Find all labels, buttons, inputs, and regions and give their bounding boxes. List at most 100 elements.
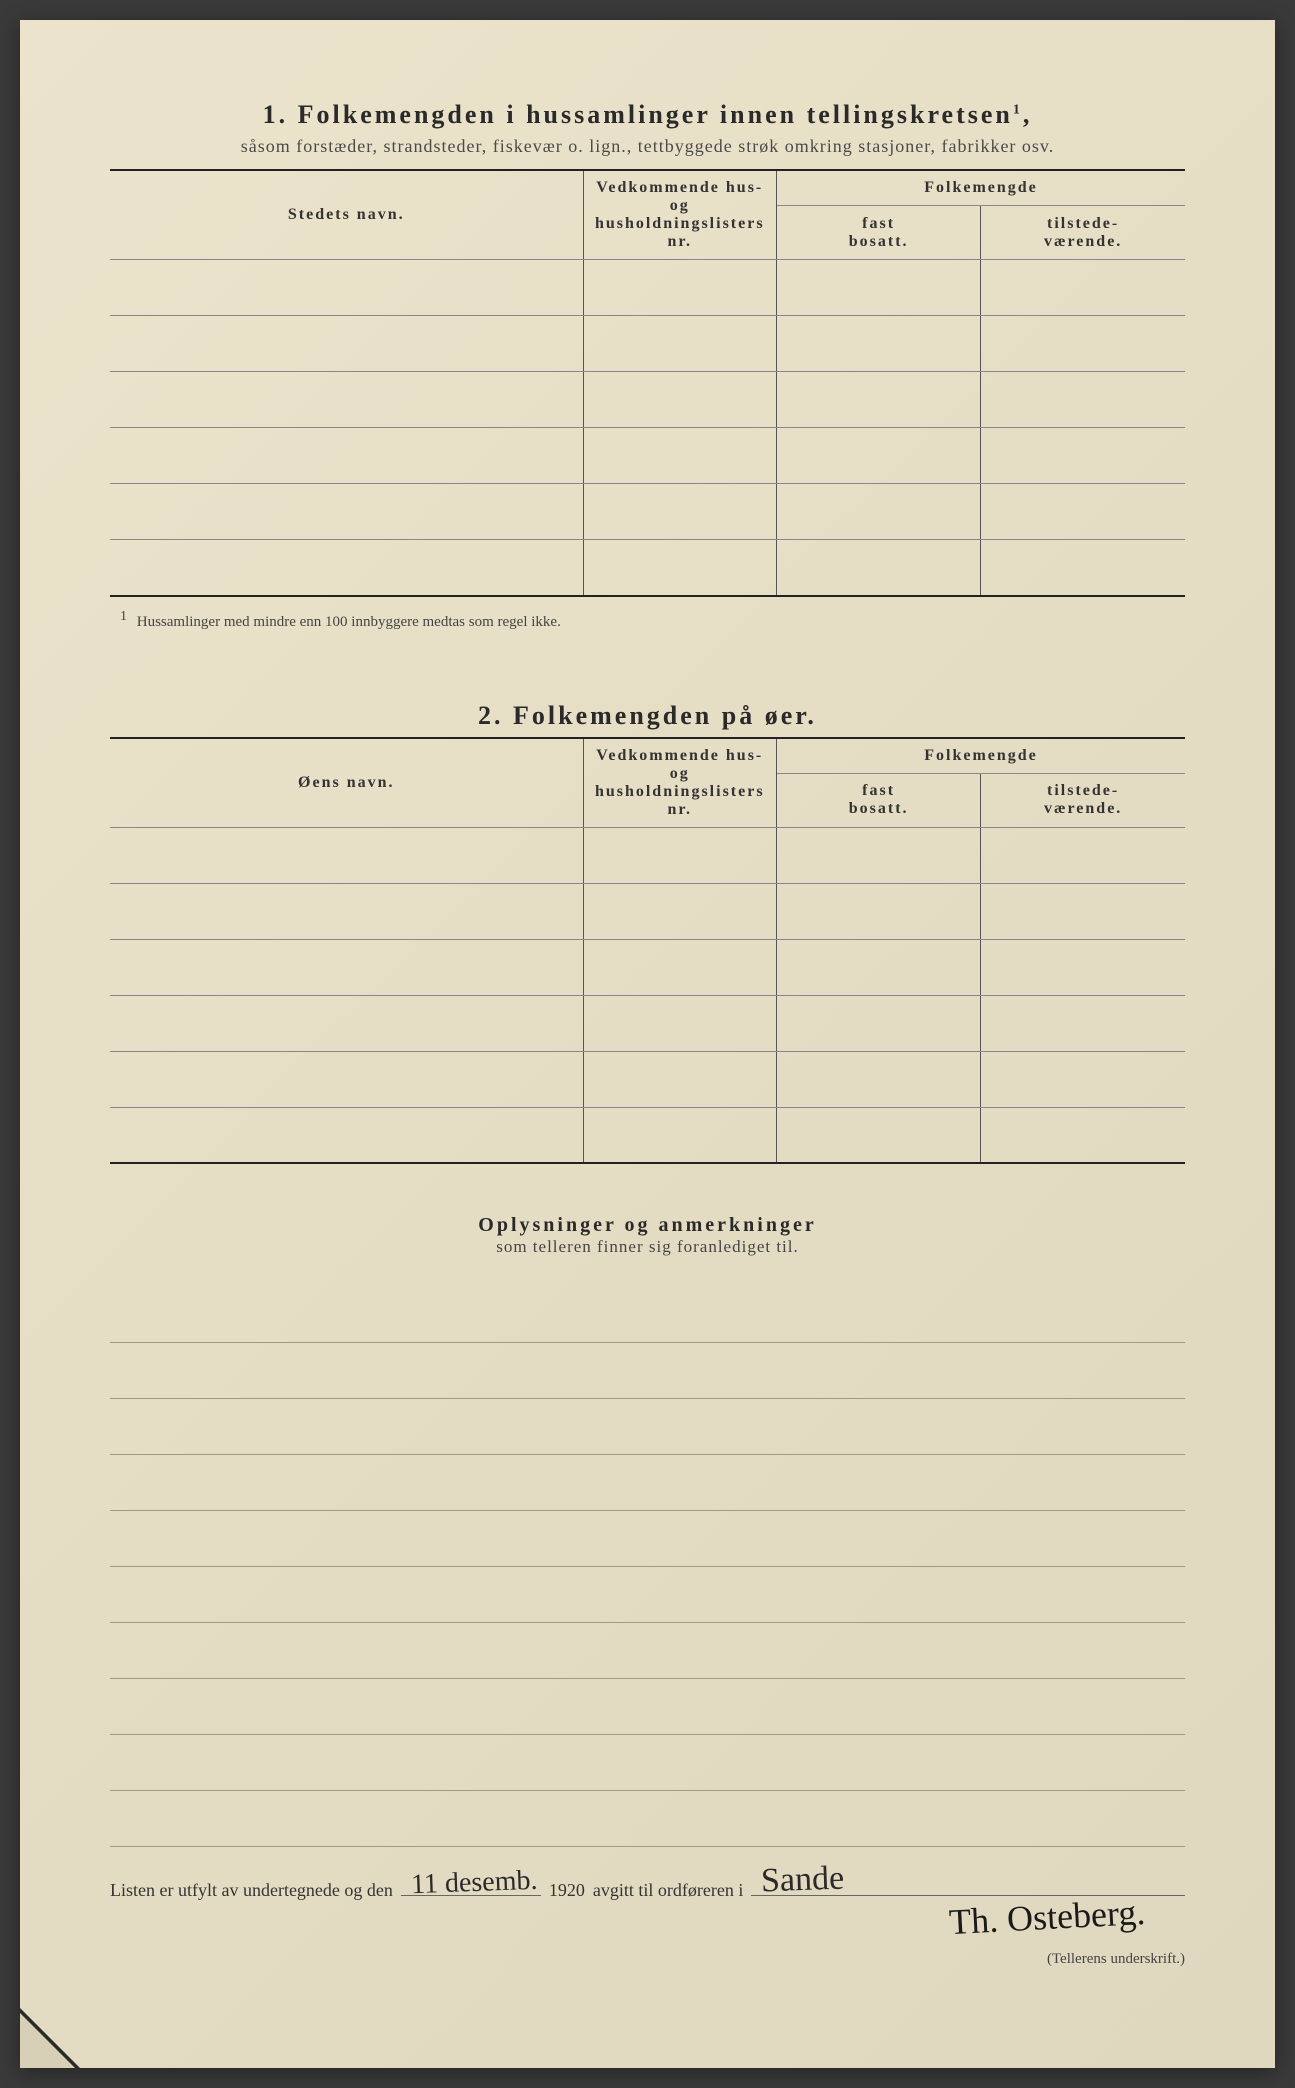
remarks-line (110, 1567, 1185, 1623)
s2-til-l1: tilstede- (1047, 782, 1119, 799)
cell-fast (777, 939, 981, 995)
cell-tilstede (981, 995, 1185, 1051)
sig-caption: (Tellerens underskrift.) (110, 1951, 1185, 1968)
section2-title: 2. Folkemengden på øer. (110, 701, 1185, 731)
s2-col-ref-l3: nr. (667, 801, 692, 818)
cell-ref (583, 372, 777, 428)
cell-ref (583, 428, 777, 484)
section2-col-fast: fast bosatt. (777, 773, 981, 827)
section2-title-text: Folkemengden på øer. (513, 701, 817, 730)
page-dogear (20, 2008, 80, 2068)
section1-title-text: Folkemengden i hussamlinger innen tellin… (298, 100, 1013, 129)
col-ref-l1: Vedkommende hus- og (596, 179, 763, 214)
cell-fast (777, 260, 981, 316)
cell-name (110, 827, 583, 883)
cell-tilstede (981, 883, 1185, 939)
cell-ref (583, 1107, 777, 1163)
table-row (110, 260, 1185, 316)
census-form-page: 1. Folkemengden i hussamlinger innen tel… (20, 20, 1275, 2068)
remarks-line (110, 1511, 1185, 1567)
cell-fast (777, 372, 981, 428)
section1-col-fast: fast bosatt. (777, 206, 981, 260)
cell-fast (777, 1051, 981, 1107)
remarks-line (110, 1679, 1185, 1735)
sig-hand-place: Sande (761, 1860, 845, 1901)
cell-tilstede (981, 428, 1185, 484)
cell-tilstede (981, 827, 1185, 883)
cell-name (110, 316, 583, 372)
cell-tilstede (981, 1051, 1185, 1107)
remarks-line (110, 1455, 1185, 1511)
section2-col-ref: Vedkommende hus- og husholdningslisters … (583, 738, 777, 828)
cell-fast (777, 1107, 981, 1163)
til-l1: tilstede- (1047, 215, 1119, 232)
table-row (110, 995, 1185, 1051)
col-ref-l2: husholdningslisters (595, 215, 765, 232)
footnote-text: Hussamlinger med mindre enn 100 innbygge… (137, 614, 561, 630)
s2-fast-l2: bosatt. (849, 800, 909, 817)
cell-ref (583, 883, 777, 939)
cell-ref (583, 316, 777, 372)
remarks-line (110, 1287, 1185, 1343)
s2-col-ref-l2: husholdningslisters (595, 783, 765, 800)
section1-col-name: Stedets navn. (110, 170, 583, 260)
s2-fast-l1: fast (862, 782, 895, 799)
footnote: 1 Hussamlinger med mindre enn 100 innbyg… (120, 609, 1185, 631)
cell-ref (583, 939, 777, 995)
section2-number: 2. (478, 701, 504, 730)
til-l2: værende. (1044, 233, 1122, 250)
section2-table: Øens navn. Vedkommende hus- og husholdni… (110, 737, 1185, 1165)
section2-col-name: Øens navn. (110, 738, 583, 828)
cell-name (110, 428, 583, 484)
remarks-line (110, 1735, 1185, 1791)
cell-fast (777, 484, 981, 540)
cell-ref (583, 995, 777, 1051)
remarks-header: Oplysninger og anmerkninger som telleren… (110, 1214, 1185, 1257)
table-row (110, 428, 1185, 484)
table-row (110, 316, 1185, 372)
cell-ref (583, 260, 777, 316)
section2-col-pop-group: Folkemengde (777, 738, 1186, 774)
section1-col-pop-group: Folkemengde (777, 170, 1186, 206)
cell-ref (583, 827, 777, 883)
cell-tilstede (981, 939, 1185, 995)
footnote-marker: 1 (120, 609, 127, 624)
cell-name (110, 484, 583, 540)
cell-fast (777, 827, 981, 883)
cell-name (110, 260, 583, 316)
sig-hand-date: 11 desemb. (410, 1865, 538, 1901)
cell-name (110, 540, 583, 596)
cell-fast (777, 883, 981, 939)
section1-col-ref: Vedkommende hus- og husholdningslisters … (583, 170, 777, 260)
section1-title: 1. Folkemengden i hussamlinger innen tel… (110, 100, 1185, 130)
sig-date-blank: 11 desemb. (401, 1872, 541, 1896)
cell-tilstede (981, 372, 1185, 428)
cell-tilstede (981, 484, 1185, 540)
section2-col-tilstede: tilstede- værende. (981, 773, 1185, 827)
cell-fast (777, 540, 981, 596)
remarks-lines (110, 1287, 1185, 1847)
section1-subtitle: såsom forstæder, strandsteder, fiskevær … (110, 136, 1185, 157)
remarks-line (110, 1343, 1185, 1399)
col-ref-l3: nr. (667, 233, 692, 250)
table-row (110, 372, 1185, 428)
cell-ref (583, 1051, 777, 1107)
cell-tilstede (981, 260, 1185, 316)
sig-prefix: Listen er utfylt av undertegnede og den (110, 1880, 393, 1901)
table-row (110, 939, 1185, 995)
cell-name (110, 372, 583, 428)
section2-rows (110, 827, 1185, 1163)
table-row (110, 540, 1185, 596)
table-row (110, 484, 1185, 540)
cell-fast (777, 428, 981, 484)
fast-l2: bosatt. (849, 233, 909, 250)
table-row (110, 827, 1185, 883)
remarks-line (110, 1623, 1185, 1679)
signature-area: Listen er utfylt av undertegnede og den … (110, 1872, 1185, 1968)
cell-name (110, 995, 583, 1051)
sig-year: 1920 (549, 1880, 585, 1901)
remarks-subtitle: som telleren finner sig foranlediget til… (110, 1237, 1185, 1257)
remarks-title: Oplysninger og anmerkninger (110, 1214, 1185, 1237)
cell-tilstede (981, 316, 1185, 372)
cell-name (110, 883, 583, 939)
